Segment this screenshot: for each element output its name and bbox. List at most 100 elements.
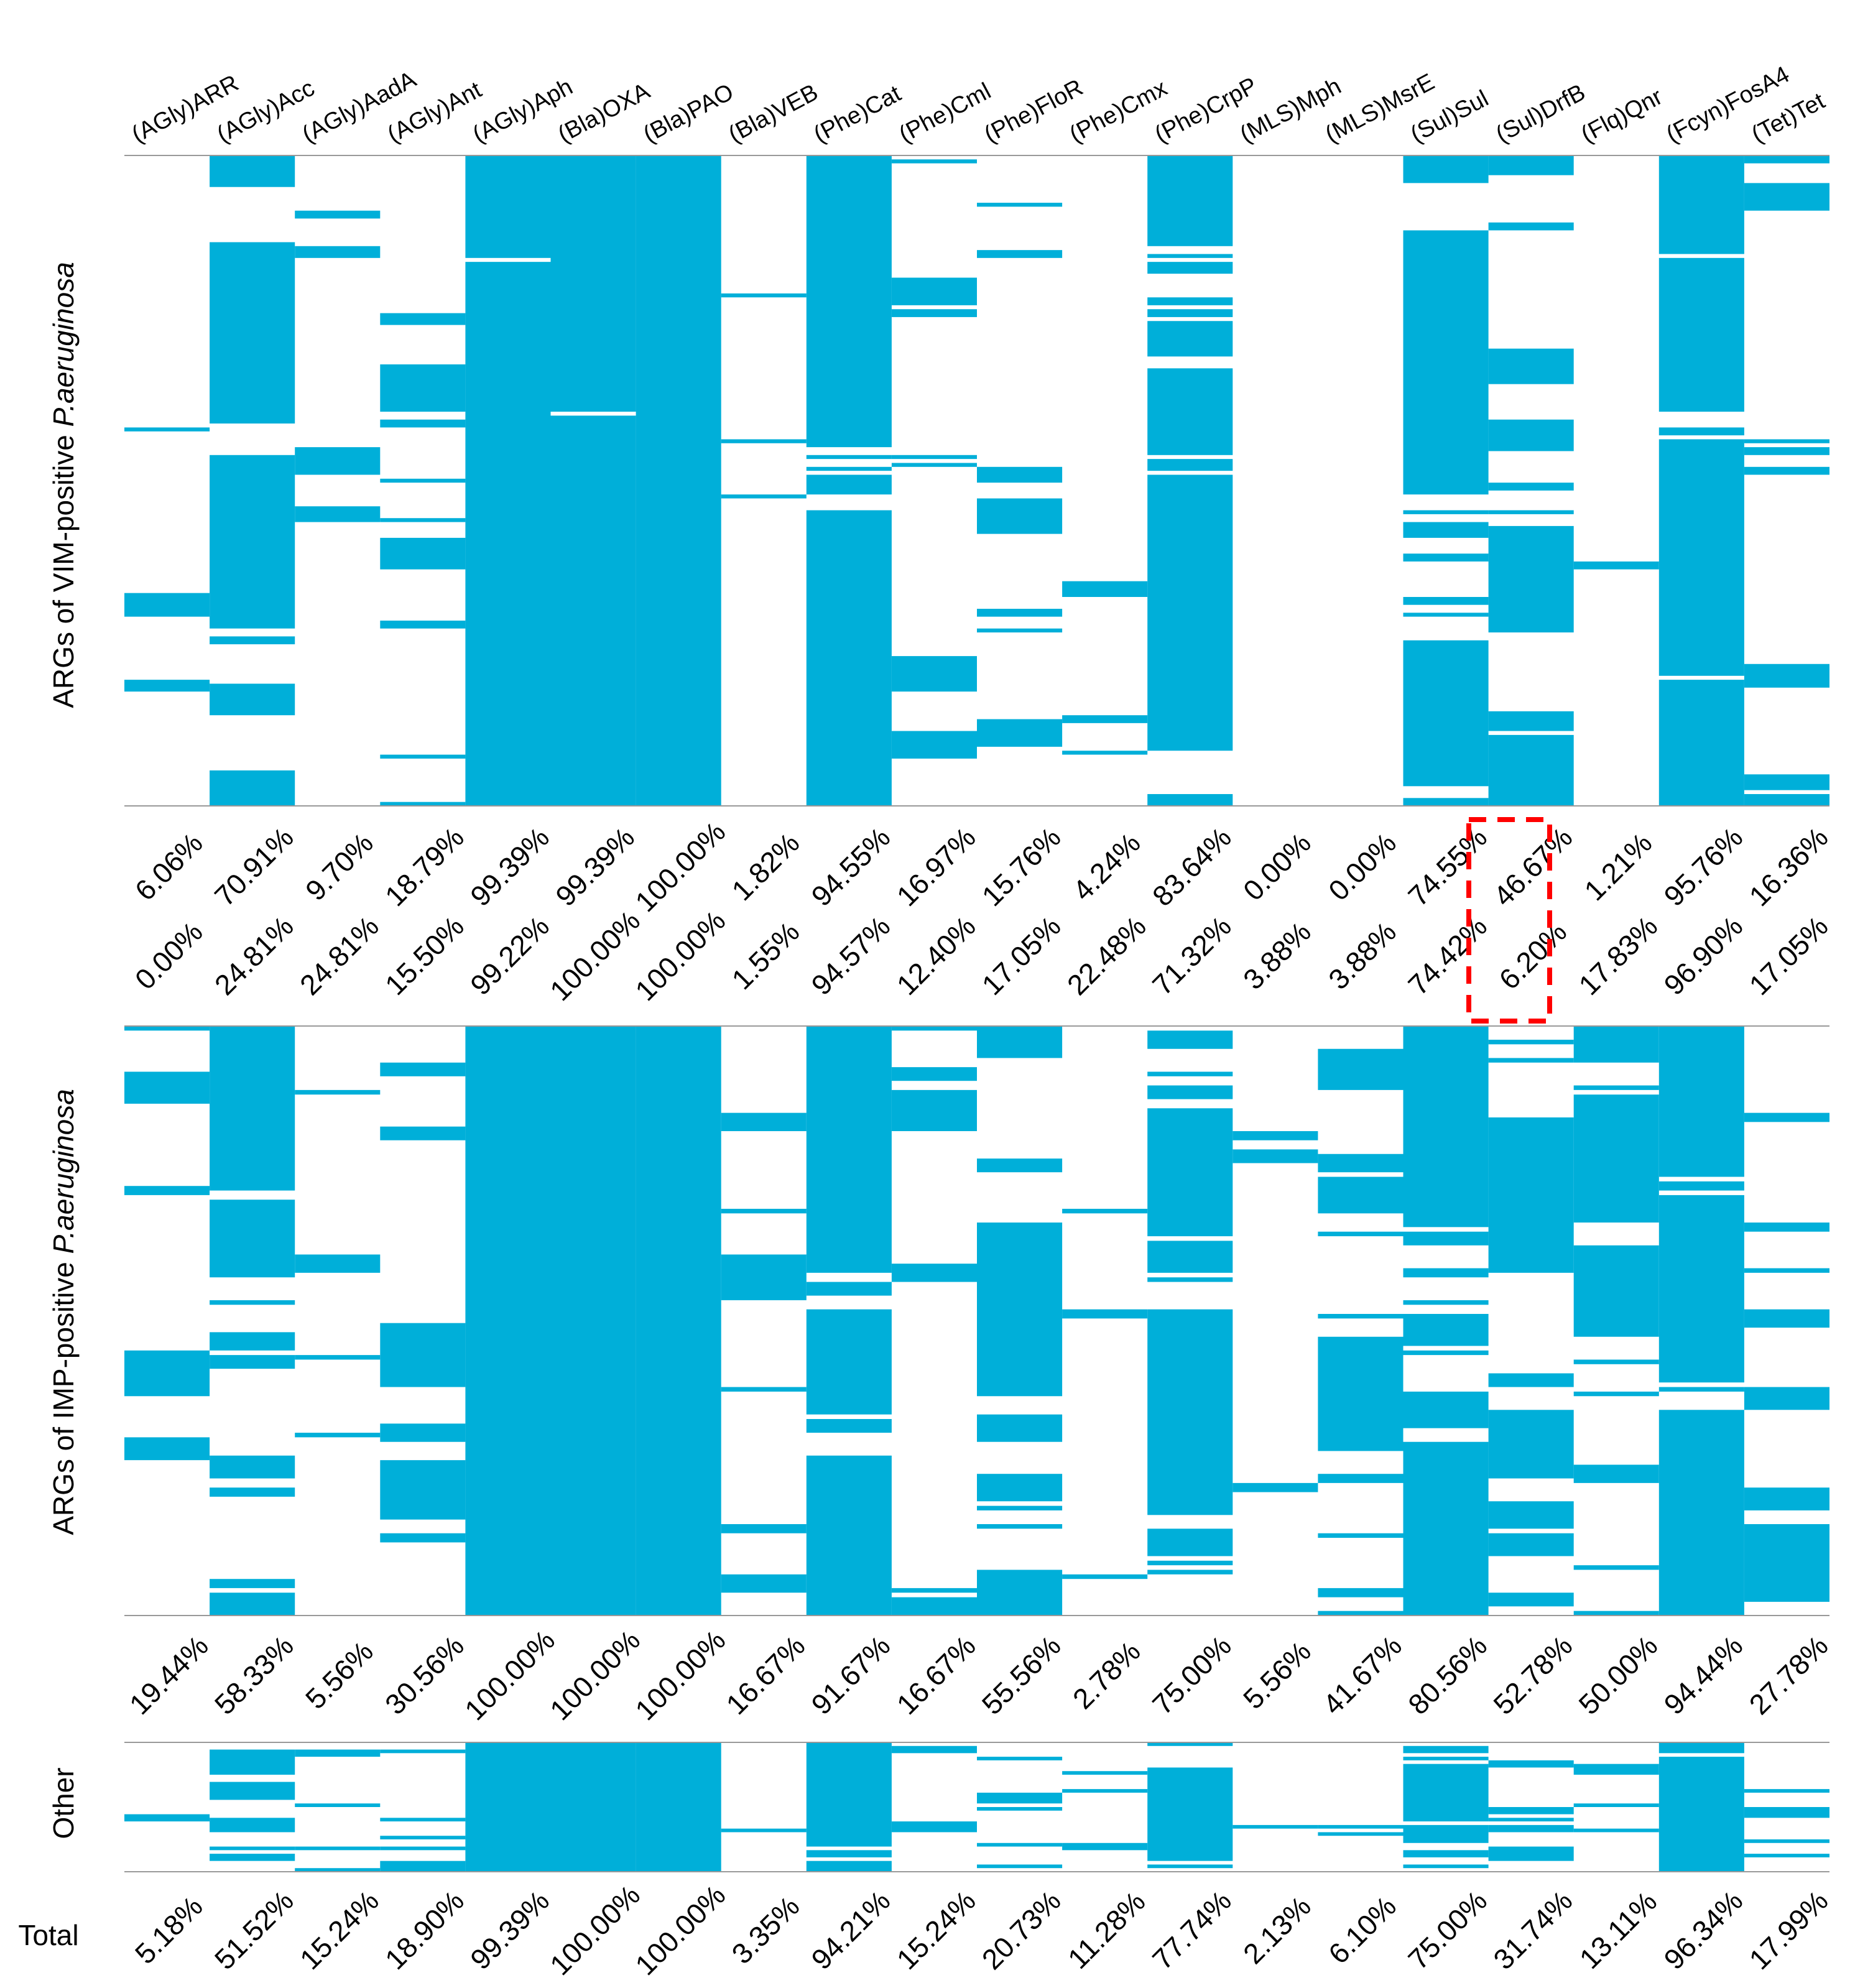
imp-top-pct-phe-cmx: 22.48% [1061, 910, 1152, 1001]
total-pct-sul-drfb: 31.74% [1487, 1884, 1578, 1976]
cell-agly-acc [210, 1332, 295, 1351]
cell-agly-acc [210, 1579, 295, 1588]
cell-tet-tet [1744, 1839, 1829, 1843]
cell-tet-tet [1744, 447, 1829, 455]
vim-percentages: 6.06%70.91% 9.70%18.79%99.39%99.39%100.00… [129, 815, 1834, 918]
imp-top-pct-phe-crpp: 71.32% [1146, 910, 1237, 1001]
cell-agly-acc [210, 1487, 295, 1497]
cell-fcyn-fosa4 [1658, 155, 1744, 254]
cell-fcyn-fosa4 [1658, 1181, 1744, 1191]
cell-tet-tet [1744, 1487, 1829, 1510]
vim-pct-sul-drfb: 46.67% [1487, 821, 1578, 912]
cell-agly-arr [124, 593, 210, 617]
cell-agly-aada [295, 1749, 381, 1757]
imp-pct-agly-arr: 19.44% [123, 1629, 215, 1721]
cell-agly-ant [380, 1818, 466, 1822]
column-label-bla-pao: (Bla)PAO [639, 79, 738, 148]
cell-flq-qnr [1573, 1565, 1659, 1570]
cell-sul-sul [1403, 798, 1489, 806]
column-label-flq-qnr: (Flq)Qnr [1577, 83, 1667, 148]
cell-tet-tet [1744, 1268, 1829, 1273]
cell-tet-tet [1744, 1387, 1829, 1410]
cell-agly-acc [210, 1455, 295, 1479]
imp-pct-bla-oxa: 100.00% [543, 1624, 646, 1726]
cell-phe-cml [891, 309, 977, 317]
total-pct-agly-ant: 18.90% [379, 1884, 470, 1976]
cell-agly-acc [210, 770, 295, 806]
cell-phe-flor [977, 1570, 1063, 1616]
imp-percentages: 19.44%58.33% 5.56%30.56%100.00%100.00%100… [123, 1624, 1834, 1726]
cell-tet-tet [1744, 439, 1829, 443]
cell-agly-aada [295, 506, 381, 522]
cell-sul-drfb [1488, 510, 1574, 514]
cell-sul-sul [1403, 1824, 1489, 1843]
cell-phe-crpp [1147, 1277, 1233, 1282]
cell-phe-crpp [1147, 1560, 1233, 1566]
cell-bla-veb [721, 439, 807, 443]
cell-phe-cat [806, 474, 892, 495]
cell-phe-flor [977, 1414, 1063, 1442]
vim-pct-tet-tet: 16.36% [1743, 821, 1834, 912]
imp-pct-agly-ant: 30.56% [379, 1629, 470, 1721]
imp-top-pct-phe-cat: 94.57% [805, 910, 896, 1001]
vim-panel [124, 155, 1829, 807]
cell-agly-aada [295, 1254, 381, 1273]
cell-phe-cml [891, 455, 977, 460]
cell-tet-tet [1744, 793, 1829, 806]
cell-phe-crpp [1147, 1570, 1233, 1574]
cell-phe-flor [977, 1505, 1063, 1510]
cell-phe-cml [891, 1089, 977, 1132]
imp-panel [124, 1025, 1829, 1616]
cell-phe-flor [977, 1524, 1063, 1529]
cell-agly-acc [210, 1782, 295, 1800]
cell-fcyn-fosa4 [1658, 1387, 1744, 1392]
cell-phe-cmx [1062, 1309, 1148, 1319]
cell-tet-tet [1744, 155, 1829, 164]
cell-phe-cat [806, 1861, 892, 1872]
cell-phe-flor [977, 498, 1063, 534]
cell-agly-ant [380, 802, 466, 806]
vim-pct-fcyn-fosa4: 95.76% [1657, 821, 1749, 912]
vim-pct-agly-acc: 70.91% [208, 821, 300, 912]
cell-agly-acc [210, 683, 295, 716]
cell-tet-tet [1744, 1309, 1829, 1328]
cell-agly-acc [210, 1300, 295, 1305]
drfb-highlight-box [1466, 817, 1552, 1024]
cell-phe-cml [891, 656, 977, 692]
cell-agly-aph [465, 155, 551, 258]
cell-phe-cmx [1062, 1771, 1148, 1775]
cell-bla-oxa [550, 1742, 636, 1872]
cell-mls-msre [1318, 1533, 1404, 1538]
cell-agly-aada [295, 447, 381, 475]
total-pct-bla-veb: 3.35% [725, 1890, 805, 1970]
cell-sul-sul [1403, 1313, 1489, 1346]
vim-pct-agly-ant: 18.79% [379, 821, 470, 912]
imp-top-pct-phe-cml: 12.40% [890, 910, 982, 1001]
cell-mls-msre [1318, 1832, 1404, 1836]
imp-top-pct-phe-flor: 17.05% [976, 910, 1067, 1001]
cell-agly-aada [295, 1846, 381, 1851]
cell-bla-pao [636, 155, 721, 806]
cell-fcyn-fosa4 [1658, 439, 1744, 676]
vim-pct-bla-veb: 1.82% [725, 826, 805, 907]
cell-sul-sul [1403, 1231, 1489, 1246]
cell-phe-cml [891, 1821, 977, 1833]
cell-phe-crpp [1147, 1241, 1233, 1273]
cell-flq-qnr [1573, 1085, 1659, 1090]
cell-mls-msre [1318, 1611, 1404, 1616]
cell-sul-drfb [1488, 1410, 1574, 1479]
imp-top-pct-bla-pao: 100.00% [629, 904, 731, 1007]
cell-phe-crpp [1147, 309, 1233, 317]
cell-phe-crpp [1147, 297, 1233, 305]
cell-agly-aph [465, 262, 551, 806]
imp-top-pct-tet-tet: 17.05% [1743, 910, 1834, 1001]
imp-panel-ylabel: ARGs of IMP-positive P.aeruginosa [47, 1089, 80, 1535]
cell-phe-flor [977, 719, 1063, 747]
total-pct-mls-msre: 6.10% [1322, 1890, 1402, 1970]
cell-phe-crpp [1147, 1528, 1233, 1556]
cell-tet-tet [1744, 1854, 1829, 1857]
cell-tet-tet [1744, 1223, 1829, 1232]
cell-sul-sul [1403, 510, 1489, 514]
total-pct-phe-cml: 15.24% [890, 1884, 982, 1976]
